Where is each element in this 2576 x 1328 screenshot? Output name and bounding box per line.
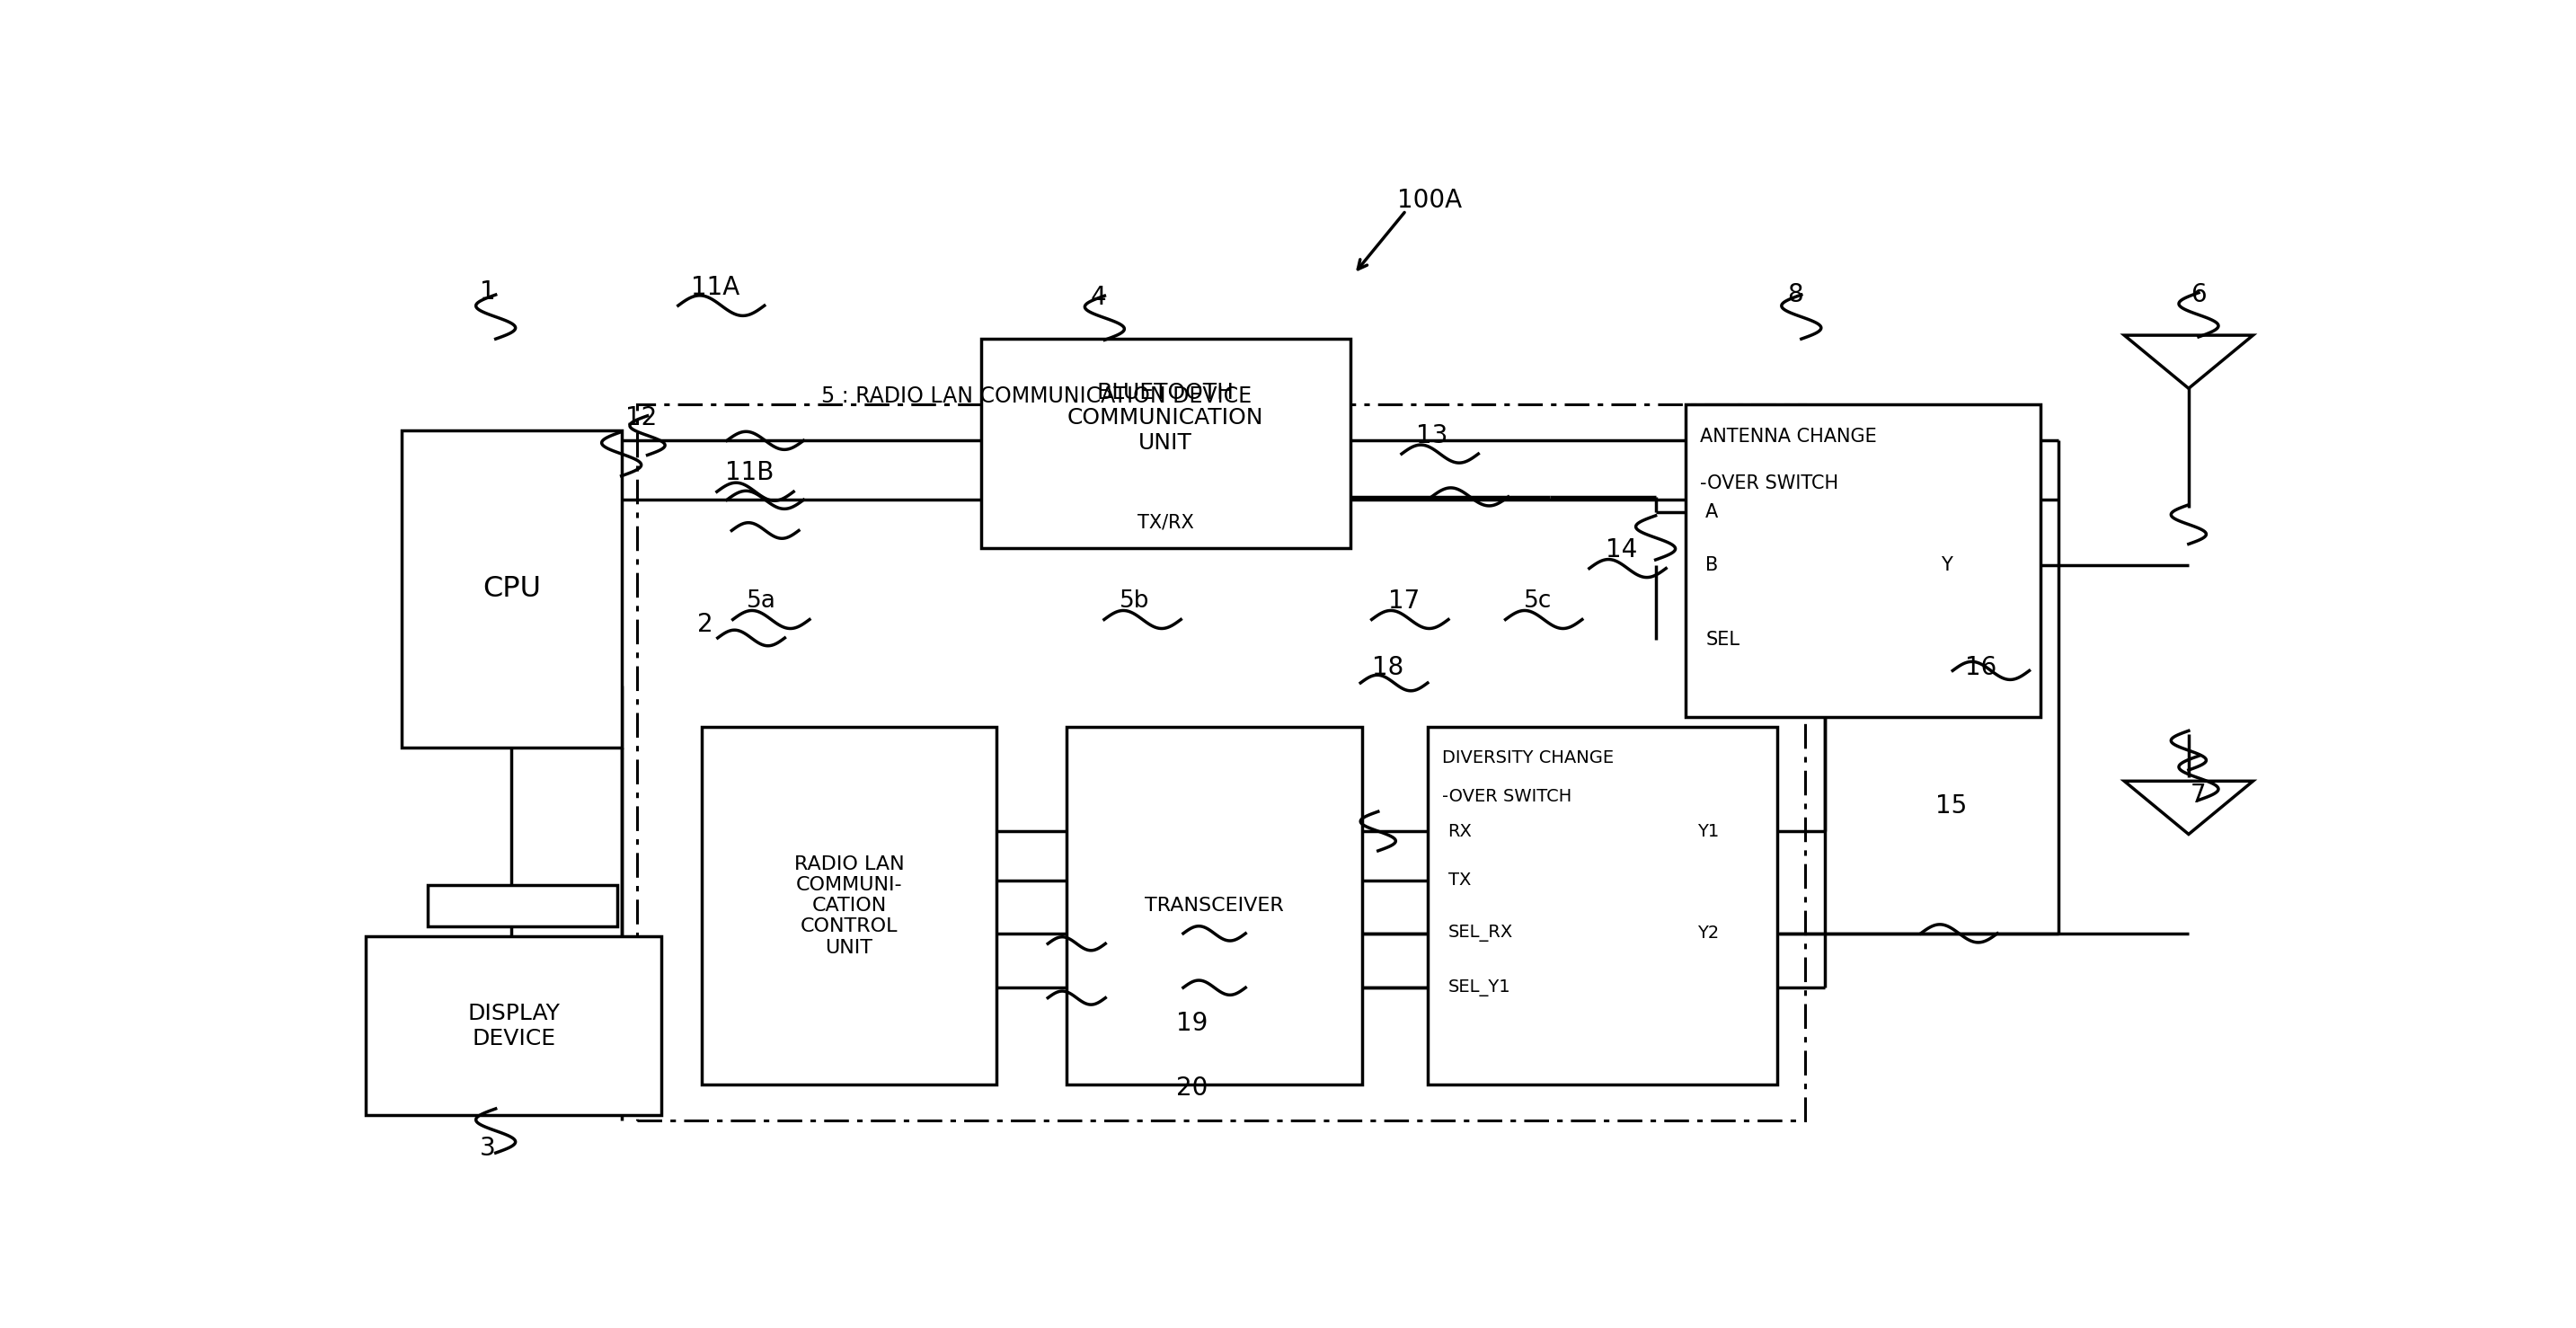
Bar bbox=[1066, 726, 1363, 1085]
Text: ANTENNA CHANGE: ANTENNA CHANGE bbox=[1700, 428, 1875, 445]
Text: BLUETOOTH
COMMUNICATION
UNIT: BLUETOOTH COMMUNICATION UNIT bbox=[1066, 382, 1265, 454]
Bar bbox=[981, 339, 1350, 548]
Text: B: B bbox=[1705, 556, 1718, 574]
Text: 2: 2 bbox=[698, 612, 714, 637]
Bar bbox=[636, 405, 1806, 1121]
Bar bbox=[402, 430, 621, 748]
Text: Y1: Y1 bbox=[1698, 822, 1718, 839]
Text: -OVER SWITCH: -OVER SWITCH bbox=[1700, 474, 1839, 493]
Text: 1: 1 bbox=[479, 280, 495, 305]
Text: 13: 13 bbox=[1417, 422, 1448, 448]
Text: 5a: 5a bbox=[747, 590, 775, 612]
Bar bbox=[428, 886, 618, 927]
Text: 11A: 11A bbox=[690, 275, 739, 300]
Text: 12: 12 bbox=[626, 405, 657, 430]
Polygon shape bbox=[2125, 335, 2254, 388]
Polygon shape bbox=[2125, 781, 2254, 834]
Text: 5 : RADIO LAN COMMUNICATION DEVICE: 5 : RADIO LAN COMMUNICATION DEVICE bbox=[822, 386, 1252, 408]
Text: 5c: 5c bbox=[1525, 590, 1551, 612]
Text: 15: 15 bbox=[1935, 793, 1968, 818]
Text: Y2: Y2 bbox=[1698, 924, 1718, 942]
Text: 18: 18 bbox=[1373, 655, 1404, 680]
Text: TRANSCEIVER: TRANSCEIVER bbox=[1144, 896, 1283, 915]
Text: SEL_RX: SEL_RX bbox=[1448, 924, 1512, 942]
Text: 17: 17 bbox=[1388, 588, 1419, 614]
Text: TX/RX: TX/RX bbox=[1136, 514, 1193, 531]
Bar bbox=[701, 726, 997, 1085]
Text: RADIO LAN
COMMUNI-
CATION
CONTROL
UNIT: RADIO LAN COMMUNI- CATION CONTROL UNIT bbox=[793, 855, 904, 956]
Text: CPU: CPU bbox=[482, 575, 541, 603]
Text: 5b: 5b bbox=[1121, 590, 1149, 612]
Text: 19: 19 bbox=[1177, 1011, 1208, 1036]
Text: 20: 20 bbox=[1177, 1076, 1208, 1101]
Text: -OVER SWITCH: -OVER SWITCH bbox=[1443, 789, 1571, 805]
Text: SEL: SEL bbox=[1705, 631, 1739, 649]
Text: 16: 16 bbox=[1965, 655, 1996, 680]
Text: 4: 4 bbox=[1090, 284, 1108, 309]
Text: SEL_Y1: SEL_Y1 bbox=[1448, 979, 1510, 996]
Text: RX: RX bbox=[1448, 822, 1471, 839]
Text: 7: 7 bbox=[2190, 782, 2208, 807]
Text: 6: 6 bbox=[2190, 282, 2208, 307]
Text: 8: 8 bbox=[1788, 282, 1803, 307]
Text: A: A bbox=[1705, 503, 1718, 521]
Text: DIVERSITY CHANGE: DIVERSITY CHANGE bbox=[1443, 749, 1613, 766]
Text: 3: 3 bbox=[479, 1135, 495, 1161]
Text: 14: 14 bbox=[1605, 538, 1638, 563]
Text: TX: TX bbox=[1448, 871, 1471, 888]
Bar bbox=[1427, 726, 1777, 1085]
Text: 100A: 100A bbox=[1399, 187, 1463, 212]
Text: Y: Y bbox=[1942, 556, 1953, 574]
Text: DISPLAY
DEVICE: DISPLAY DEVICE bbox=[466, 1003, 559, 1049]
Text: 11B: 11B bbox=[724, 459, 773, 485]
Bar bbox=[366, 936, 662, 1116]
Bar bbox=[1685, 405, 2040, 717]
